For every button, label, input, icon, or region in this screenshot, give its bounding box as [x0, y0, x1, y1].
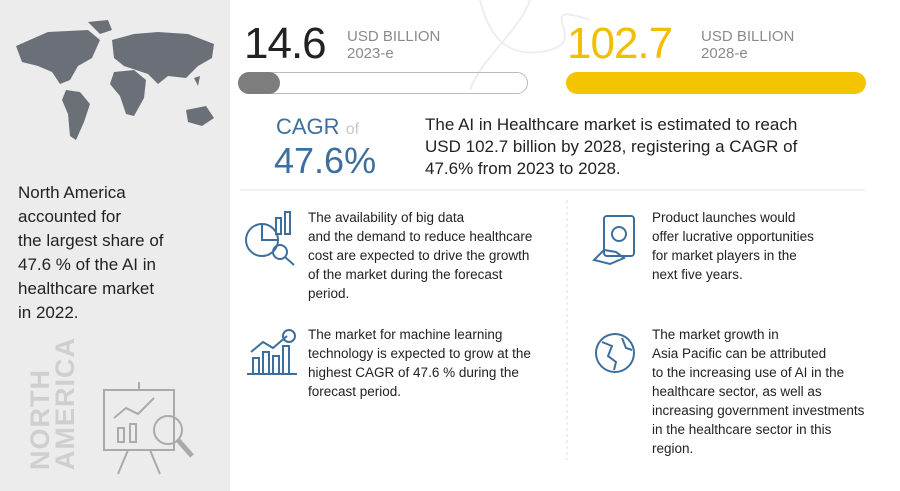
insight-line: and the demand to reduce healthcare [308, 229, 533, 244]
cagr-of: of [345, 121, 360, 138]
insight-line: technology is expected to grow at the [308, 346, 531, 361]
insight-line: highest CAGR of 47.6 % during the [308, 365, 519, 380]
insight-icon [592, 215, 635, 266]
insight-line: offer lucrative opportunities [652, 229, 814, 244]
stat-year: 2023-e [347, 45, 394, 62]
insight-line: period. [308, 286, 350, 301]
insight-line: Product launches would [652, 210, 796, 225]
insight: Product launches would offer lucrative o… [652, 208, 814, 284]
insight: The market for machine learning technolo… [308, 325, 531, 401]
insight-line: in the healthcare sector in this [652, 422, 832, 437]
summary: The AI in Healthcare market is estimated… [425, 114, 797, 180]
progress-track [238, 72, 528, 94]
summary-line: 47.6% from 2023 to 2028. [425, 159, 621, 178]
insight-line: The availability of big data [308, 210, 465, 225]
insight-icon [247, 329, 297, 375]
statement-line: healthcare market [18, 279, 155, 298]
statement-line: in 2022. [18, 303, 79, 322]
board-icon [103, 382, 194, 475]
insight-line: The market growth in [652, 327, 779, 342]
world-map [16, 20, 214, 140]
insight-line: Asia Pacific can be attributed [652, 346, 827, 361]
insight: The availability of big data and the dem… [308, 208, 532, 303]
insight-line: forecast period. [308, 384, 402, 399]
insight-line: healthcare sector, as well as [652, 384, 822, 399]
summary-line: The AI in Healthcare market is estimated… [425, 115, 798, 134]
stat-unit: USD BILLION [347, 28, 441, 45]
summary-line: USD 102.7 billion by 2028, registering a… [425, 137, 798, 156]
insight-line: to the increasing use of AI in the [652, 365, 845, 380]
insight-line: for market players in the [652, 248, 797, 263]
stat-value: 14.6 [244, 19, 327, 68]
stat-value: 102.7 [567, 19, 673, 68]
stat-year: 2028-e [701, 45, 748, 62]
insight-line: of the market during the forecast [308, 267, 503, 282]
insight-icon [595, 333, 635, 373]
insight-line: The market for machine learning [308, 327, 503, 342]
stat-unit: USD BILLION [701, 28, 795, 45]
statement-line: the largest share of [18, 231, 164, 250]
statement-line: 47.6 % of the AI in [18, 255, 156, 274]
left-panel: North America accounted for the largest … [0, 0, 230, 491]
insight-line: cost are expected to drive the growth [308, 248, 530, 263]
insight-line: increasing government investments [652, 403, 865, 418]
insight: The market growth in Asia Pacific can be… [652, 325, 864, 458]
region-line: AMERICA [50, 337, 80, 470]
progress-fill [238, 72, 280, 94]
insight-line: region. [652, 441, 694, 456]
progress-fill [566, 72, 866, 94]
decor [240, 0, 865, 460]
region-label: NORTH AMERICA [25, 337, 80, 470]
statement-line: North America [18, 183, 126, 202]
cagr-value: 47.6% [274, 140, 377, 181]
cagr-label: CAGR of [276, 114, 359, 140]
statement: North America accounted for the largest … [18, 181, 164, 325]
cagr-word: CAGR [276, 114, 340, 139]
insight-line: next five years. [652, 267, 743, 282]
insight-icon [245, 211, 295, 266]
statement-line: accounted for [18, 207, 122, 226]
